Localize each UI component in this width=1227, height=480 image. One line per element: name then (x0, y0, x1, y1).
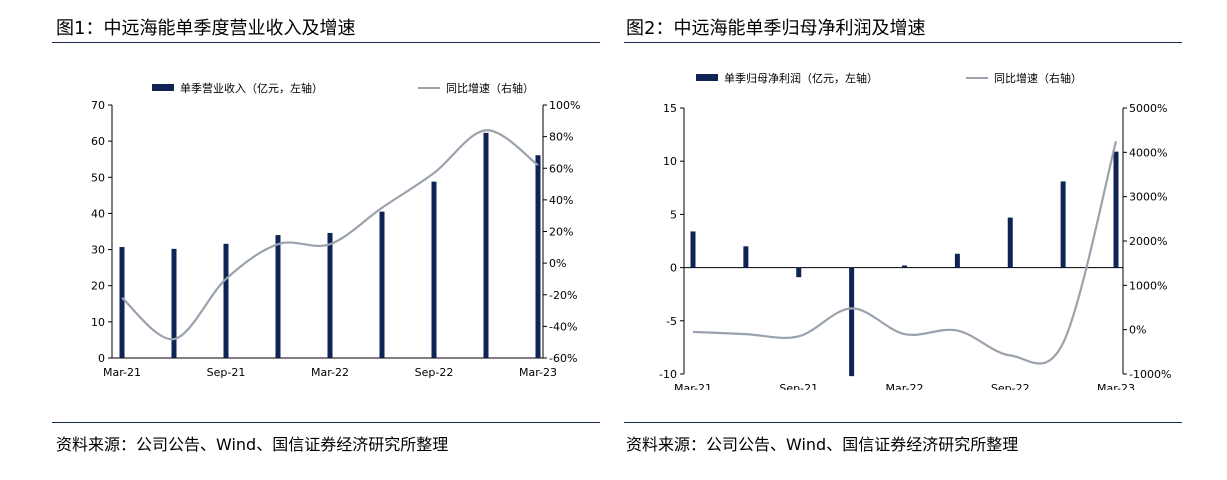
right-tick-label: 1000% (1129, 279, 1167, 292)
x-tick-label: Mar-21 (674, 382, 712, 390)
right-tick-label: 3000% (1129, 191, 1167, 204)
x-tick-label: Mar-23 (519, 366, 557, 379)
bar (431, 181, 437, 358)
right-tick-label: -60% (549, 352, 577, 365)
bar (275, 235, 281, 358)
growth-line (692, 140, 1118, 365)
right-tick-label: 40% (549, 194, 573, 207)
figure-title: 图2：中远海能单季归母净利润及增速 (626, 18, 926, 39)
x-tick-label: Mar-22 (885, 382, 923, 390)
right-tick-label: 0% (1129, 324, 1146, 337)
right-tick-label: 4000% (1129, 146, 1167, 159)
right-tick-label: 20% (549, 226, 573, 239)
x-tick-label: Sep-21 (207, 366, 246, 379)
bar (1113, 151, 1119, 268)
bar (690, 231, 696, 268)
left-tick-label: 20 (91, 280, 105, 293)
chart-panel-1: 图1：中远海能单季度营业收入及增速 单季营业收入（亿元，左轴） 同比增速（右轴） 0… (0, 0, 610, 480)
bar (483, 132, 489, 358)
chart-panel-2: 图2：中远海能单季归母净利润及增速 单季归母净利润（亿元，左轴） 同比增速（右轴）… (618, 0, 1227, 480)
legend-bar-swatch (152, 84, 174, 91)
x-tick-label: Mar-21 (103, 366, 141, 379)
left-tick-label: 50 (91, 171, 105, 184)
right-tick-label: 2000% (1129, 235, 1167, 248)
bar (535, 155, 541, 358)
bar (119, 247, 125, 358)
bar (743, 246, 749, 268)
source-divider (52, 422, 600, 423)
right-tick-label: 80% (549, 131, 573, 144)
right-tick-label: -20% (549, 289, 577, 302)
left-tick-label: -5 (666, 315, 677, 328)
left-tick-label: 15 (663, 102, 677, 115)
legend-bar-swatch (696, 74, 718, 81)
right-tick-label: -1000% (1129, 368, 1171, 381)
bar (1007, 217, 1013, 268)
bar (954, 253, 960, 268)
legend-bar-label: 单季归母净利润（亿元，左轴） (724, 71, 878, 85)
left-tick-label: 30 (91, 244, 105, 257)
bar (796, 267, 802, 278)
bar (849, 267, 855, 377)
bar (379, 211, 385, 358)
right-tick-label: 0% (549, 257, 566, 270)
x-tick-label: Mar-23 (1097, 382, 1135, 390)
legend-line-label: 同比增速（右轴） (994, 71, 1082, 85)
source-note: 资料来源：公司公告、Wind、国信证券经济研究所整理 (626, 435, 1019, 454)
left-tick-label: 10 (663, 155, 677, 168)
right-tick-label: 100% (549, 99, 580, 112)
bar (1060, 181, 1066, 268)
figure-title: 图1：中远海能单季度营业收入及增速 (56, 18, 356, 39)
left-tick-label: -10 (659, 368, 677, 381)
right-tick-label: -40% (549, 320, 577, 333)
left-tick-label: 0 (670, 262, 677, 275)
x-tick-label: Sep-22 (415, 366, 454, 379)
left-tick-label: 60 (91, 135, 105, 148)
left-tick-label: 5 (670, 208, 677, 221)
bar (327, 232, 333, 358)
bar (223, 243, 229, 358)
title-divider (52, 42, 600, 43)
growth-line (121, 129, 539, 341)
net-profit-chart: 单季归母净利润（亿元，左轴） 同比增速（右轴） -10 -5 0 5 10 15 -1000% 0… (659, 71, 1171, 390)
left-tick-label: 70 (91, 99, 105, 112)
right-tick-label: 60% (549, 162, 573, 175)
legend-bar-label: 单季营业收入（亿元，左轴） (180, 81, 323, 95)
left-tick-label: 10 (91, 316, 105, 329)
left-tick-label: 40 (91, 207, 105, 220)
bar (902, 265, 907, 268)
x-tick-label: Sep-21 (779, 382, 818, 390)
bar (171, 248, 177, 358)
title-divider (624, 42, 1182, 43)
source-note: 资料来源：公司公告、Wind、国信证券经济研究所整理 (56, 435, 449, 454)
legend-line-label: 同比增速（右轴） (446, 81, 534, 95)
right-tick-label: 5000% (1129, 102, 1167, 115)
source-divider (624, 422, 1182, 423)
revenue-chart: 单季营业收入（亿元，左轴） 同比增速（右轴） 0 10 20 30 40 50 60 70 -60%… (91, 81, 580, 379)
x-tick-label: Sep-22 (991, 382, 1030, 390)
x-tick-label: Mar-22 (311, 366, 349, 379)
left-tick-label: 0 (98, 352, 105, 365)
